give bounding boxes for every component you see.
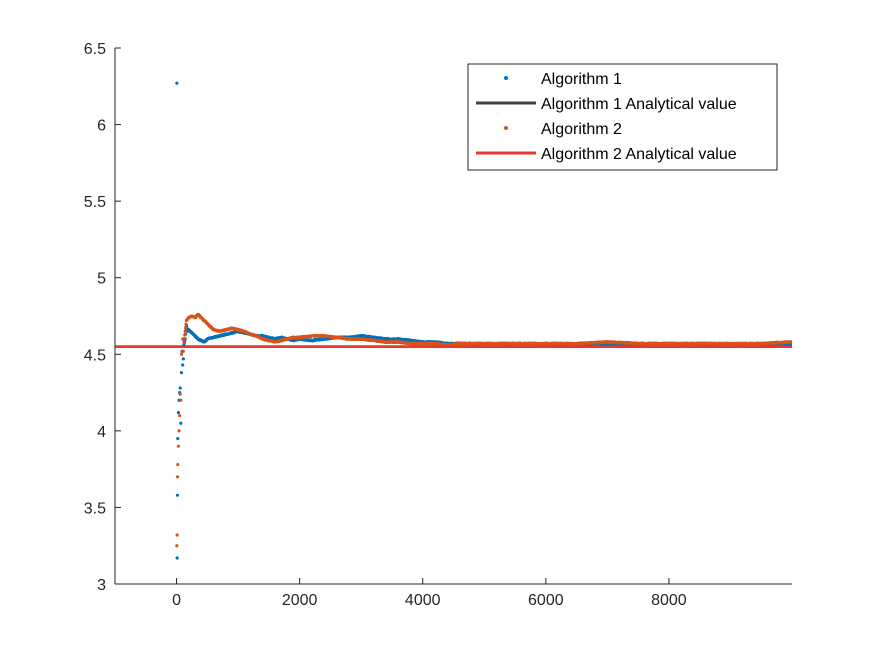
data-point bbox=[175, 81, 179, 85]
legend-entry-4: Algorithm 2 Analytical value bbox=[476, 146, 737, 163]
x-tick-label: 0 bbox=[172, 592, 181, 609]
data-point bbox=[183, 329, 187, 333]
y-tick-label: 5 bbox=[97, 271, 106, 288]
data-point bbox=[178, 392, 182, 396]
data-point bbox=[789, 340, 792, 344]
x-tick-label: 8000 bbox=[651, 592, 687, 609]
legend-marker-swatch bbox=[504, 126, 508, 130]
data-point bbox=[178, 413, 182, 418]
data-point bbox=[175, 493, 180, 497]
data-point bbox=[175, 475, 180, 479]
data-point bbox=[179, 352, 184, 356]
data-point bbox=[183, 333, 187, 337]
data-point bbox=[182, 336, 186, 341]
plot-area: 0 2000 4000 6000 8000 3 3.5 4 4.5 5 5.5 6 6.5 bbox=[84, 41, 792, 609]
data-point bbox=[181, 349, 185, 353]
data-point bbox=[179, 398, 183, 402]
data-point bbox=[181, 357, 185, 361]
y-tick-label: 4.5 bbox=[84, 347, 106, 364]
data-point bbox=[178, 386, 182, 390]
y-tick-label: 3 bbox=[97, 577, 106, 594]
x-tick-label: 2000 bbox=[282, 592, 318, 609]
x-tick-label: 4000 bbox=[405, 592, 441, 609]
y-tick-label: 6 bbox=[97, 118, 106, 135]
y-tick-label: 5.5 bbox=[84, 194, 106, 211]
legend-label: Algorithm 2 Analytical value bbox=[541, 146, 737, 163]
series-layer bbox=[115, 81, 792, 560]
data-point bbox=[176, 444, 180, 448]
data-point bbox=[175, 533, 179, 537]
legend-label: Algorithm 1 bbox=[541, 71, 622, 88]
axes-layer: 0 2000 4000 6000 8000 3 3.5 4 4.5 5 5.5 6 6.5 bbox=[84, 41, 792, 609]
data-point bbox=[176, 410, 180, 415]
y-tick-label: 3.5 bbox=[84, 500, 106, 517]
data-point bbox=[179, 371, 184, 375]
data-point bbox=[175, 544, 179, 548]
legend-label: Algorithm 1 Analytical value bbox=[541, 96, 737, 113]
legend-marker-swatch bbox=[504, 76, 508, 80]
data-point bbox=[179, 421, 183, 425]
legend-entry-3: Algorithm 2 bbox=[504, 121, 622, 138]
series-3 bbox=[175, 312, 792, 548]
legend: Algorithm 1 Algorithm 1 Analytical value A… bbox=[467, 63, 778, 171]
data-point bbox=[182, 340, 186, 344]
data-point bbox=[177, 429, 181, 433]
data-point bbox=[184, 322, 188, 326]
legend-entry-1: Algorithm 1 bbox=[504, 71, 622, 88]
data-point bbox=[175, 556, 179, 560]
y-tick-label: 6.5 bbox=[84, 41, 106, 58]
legend-label: Algorithm 2 bbox=[541, 121, 622, 138]
x-tick-label: 6000 bbox=[528, 592, 564, 609]
data-point bbox=[183, 326, 188, 330]
legend-entry-2: Algorithm 1 Analytical value bbox=[476, 96, 737, 113]
data-point bbox=[176, 436, 180, 441]
y-tick-label: 4 bbox=[97, 424, 106, 441]
data-point bbox=[176, 462, 180, 467]
data-point bbox=[181, 363, 185, 367]
